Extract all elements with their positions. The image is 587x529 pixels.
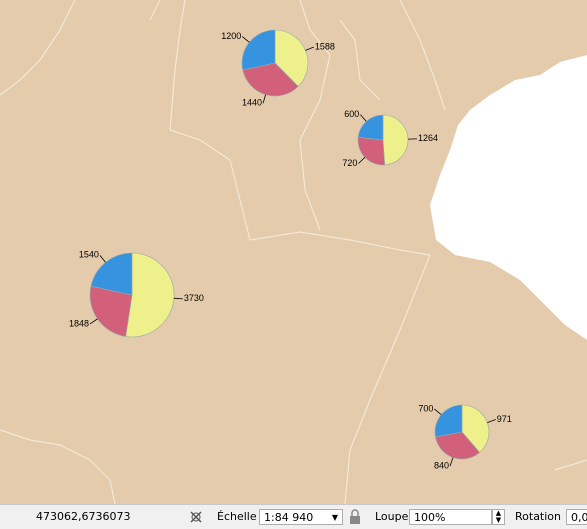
- rotation-value: 0,0: [571, 511, 587, 524]
- magnifier-value: 100%: [414, 511, 445, 524]
- slice-label: 1440: [242, 98, 262, 108]
- scale-combo[interactable]: 1:84 940 ▼: [259, 509, 343, 525]
- status-bar: 473062,6736073 Échelle 1:84 940 ▼ Loupe 1…: [0, 504, 587, 529]
- slice-label: 971: [497, 414, 512, 424]
- rotation-label: Rotation: [515, 509, 561, 525]
- slice-label: 1848: [69, 318, 89, 328]
- dropdown-arrow: ▼: [332, 510, 338, 526]
- spin-buttons[interactable]: ▲▼: [492, 509, 505, 525]
- slice-label: 1200: [221, 31, 241, 41]
- slice-label: 1588: [315, 41, 335, 51]
- slice-label: 3730: [184, 293, 204, 303]
- scale-label: Échelle: [217, 509, 257, 525]
- coordinates: 473062,6736073: [36, 509, 130, 525]
- scale-value: 1:84 940: [264, 511, 313, 524]
- map-canvas: 1588 1440 1200 1264 720 600 3730 1848 1540 971 840…: [0, 0, 587, 504]
- slice-label: 700: [418, 403, 433, 413]
- slice-label: 1540: [79, 250, 99, 260]
- lock-icon[interactable]: [349, 509, 361, 525]
- magnifier-input[interactable]: 100%: [409, 509, 492, 525]
- coord-toggle-icon[interactable]: [188, 509, 204, 525]
- slice-label: 1264: [418, 133, 438, 143]
- slice-label: 720: [342, 158, 357, 168]
- slice-label: 840: [434, 460, 449, 470]
- rotation-input[interactable]: 0,0: [566, 509, 587, 525]
- magnifier-label: Loupe: [375, 509, 408, 525]
- slice-label: 600: [344, 109, 359, 119]
